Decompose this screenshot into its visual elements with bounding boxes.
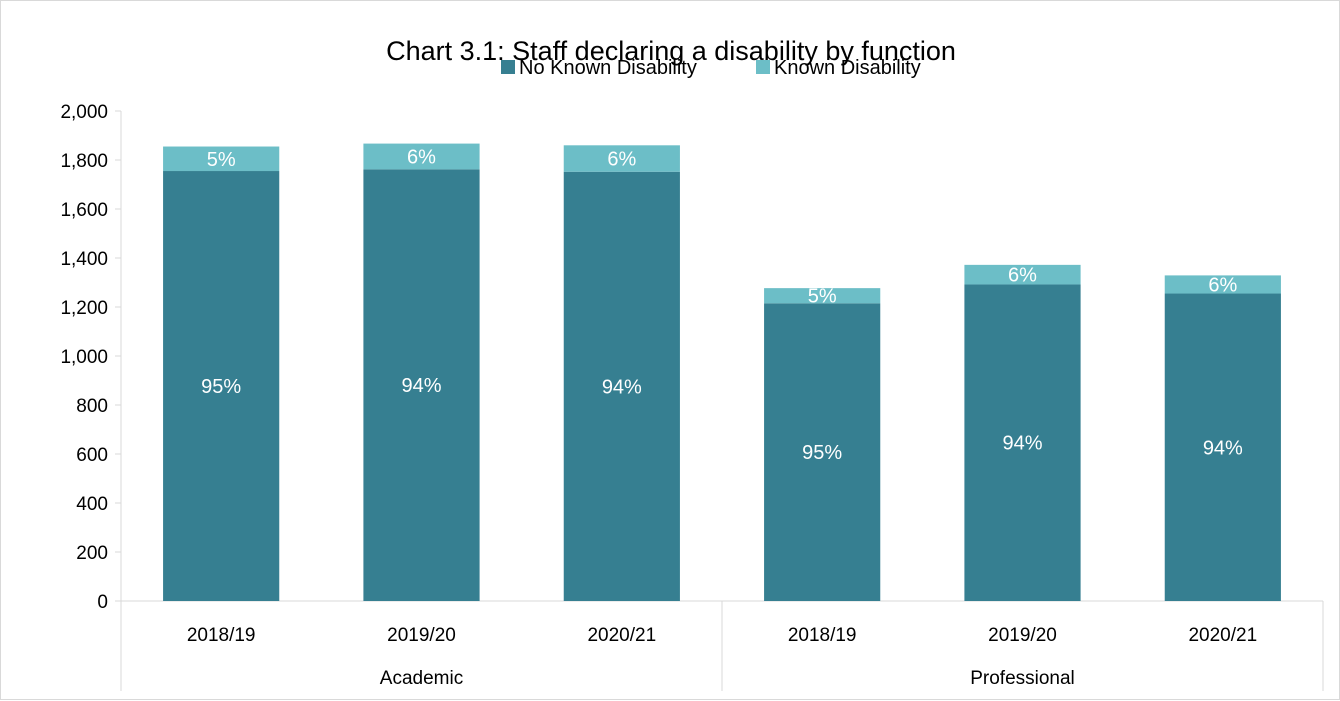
data-label-no-known-disability: 94% <box>602 376 642 398</box>
y-tick-label: 1,000 <box>60 347 108 368</box>
y-tick-label: 2,000 <box>60 102 108 123</box>
bar-segment-known-disability <box>163 146 280 172</box>
data-label-no-known-disability: 94% <box>1002 433 1042 455</box>
y-tick-label: 1,800 <box>60 151 108 172</box>
legend-label-known-disability: Known Disability <box>774 57 921 79</box>
bar-segment-no-known-disability <box>1164 293 1281 601</box>
bar-segment-no-known-disability <box>964 284 1081 601</box>
bar-segment-known-disability <box>764 288 881 304</box>
data-label-no-known-disability: 94% <box>1203 437 1243 459</box>
x-tick-label: 2019/20 <box>988 625 1057 646</box>
x-tick-label: 2018/19 <box>788 625 857 646</box>
legend-swatch-no-known-disability <box>501 60 515 74</box>
y-tick-label: 800 <box>76 396 108 417</box>
y-tick-label: 600 <box>76 445 108 466</box>
y-tick-label: 0 <box>97 592 108 613</box>
chart-title: Chart 3.1: Staff declaring a disability … <box>386 36 956 66</box>
bar-segment-known-disability <box>363 143 480 170</box>
y-tick-label: 1,400 <box>60 249 108 270</box>
legend: No Known Disability Known Disability <box>501 57 921 79</box>
legend-swatch-known-disability <box>756 60 770 74</box>
x-tick-label: 2018/19 <box>187 625 256 646</box>
data-label-no-known-disability: 95% <box>802 442 842 464</box>
bar-segment-no-known-disability <box>563 171 680 601</box>
bar-segment-no-known-disability <box>764 303 881 601</box>
y-tick-label: 400 <box>76 494 108 515</box>
group-label: Academic <box>380 668 463 689</box>
data-label-known-disability: 5% <box>808 286 837 308</box>
data-label-known-disability: 6% <box>1008 265 1037 287</box>
data-label-known-disability: 6% <box>1208 274 1237 296</box>
y-tick-label: 200 <box>76 543 108 564</box>
bar-segment-known-disability <box>563 145 680 172</box>
bar-segment-no-known-disability <box>163 171 280 601</box>
y-tick-label: 1,600 <box>60 200 108 221</box>
data-label-known-disability: 6% <box>607 149 636 171</box>
y-tick-label: 1,200 <box>60 298 108 319</box>
data-label-known-disability: 5% <box>207 149 236 171</box>
data-label-no-known-disability: 94% <box>401 375 441 397</box>
bar-segment-known-disability <box>964 264 1081 285</box>
x-tick-label: 2020/21 <box>1188 625 1257 646</box>
data-label-known-disability: 6% <box>407 146 436 168</box>
x-tick-label: 2020/21 <box>587 625 656 646</box>
bar-segment-known-disability <box>1164 275 1281 294</box>
bar-segment-no-known-disability <box>363 169 480 601</box>
legend-label-no-known-disability: No Known Disability <box>519 57 697 79</box>
x-tick-label: 2019/20 <box>387 625 456 646</box>
data-label-no-known-disability: 95% <box>201 376 241 398</box>
group-label: Professional <box>970 668 1075 689</box>
